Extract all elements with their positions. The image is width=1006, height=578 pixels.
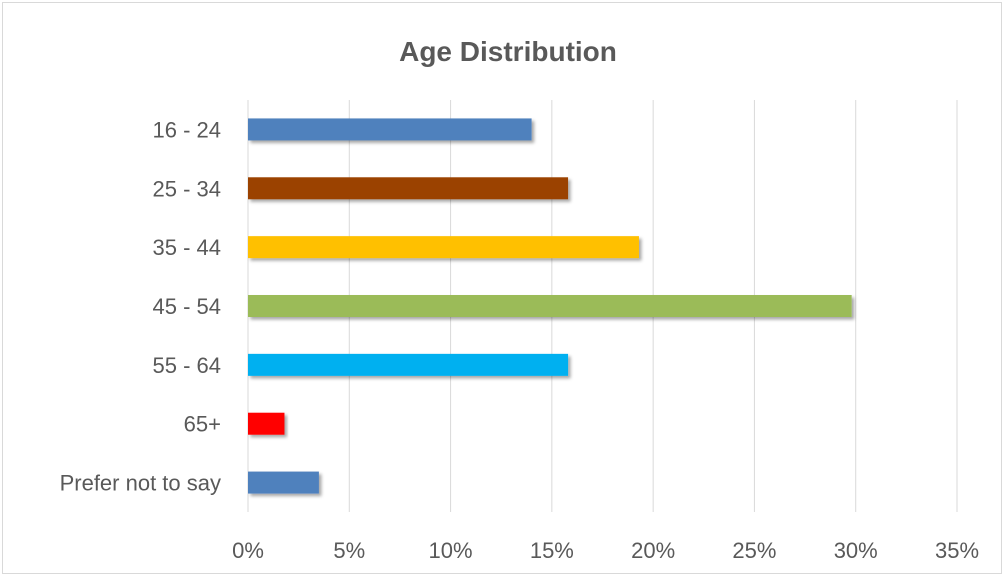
category-label: 55 - 64 — [153, 353, 222, 378]
bar — [248, 118, 532, 141]
x-tick-label: 30% — [834, 538, 878, 563]
chart-title: Age Distribution — [399, 36, 617, 67]
y-axis-category-labels: 16 - 24 25 - 34 35 - 44 45 - 54 55 - 64 65+ Pr… — [60, 117, 221, 495]
bar — [248, 236, 639, 259]
bar — [248, 177, 569, 200]
category-label: 45 - 54 — [153, 294, 222, 319]
category-label: 16 - 24 — [153, 117, 222, 142]
x-axis-tick-labels: 0% 5% 10% 15% 20% 25% 30% 35% — [232, 538, 979, 563]
category-label: Prefer not to say — [60, 471, 221, 496]
x-tick-label: 5% — [333, 538, 365, 563]
bars — [248, 118, 852, 494]
x-tick-label: 35% — [935, 538, 979, 563]
category-label: 35 - 44 — [153, 235, 222, 260]
category-label: 65+ — [184, 412, 221, 437]
x-tick-label: 25% — [732, 538, 776, 563]
x-tick-label: 10% — [429, 538, 473, 563]
bar — [248, 471, 319, 494]
category-label: 25 - 34 — [153, 176, 222, 201]
bar — [248, 412, 285, 435]
bar — [248, 295, 852, 317]
x-tick-label: 15% — [530, 538, 574, 563]
x-tick-label: 0% — [232, 538, 264, 563]
x-tick-label: 20% — [631, 538, 675, 563]
bar — [248, 353, 569, 376]
